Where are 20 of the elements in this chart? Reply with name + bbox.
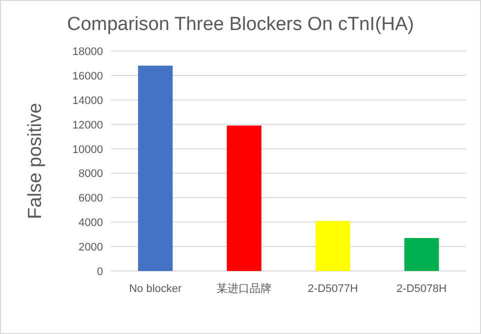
y-tick-label: 4000 bbox=[78, 217, 103, 230]
y-tick-label: 6000 bbox=[78, 192, 103, 205]
y-tick-label: 18000 bbox=[72, 46, 103, 58]
y-tick-label: 2000 bbox=[78, 242, 103, 254]
bar bbox=[316, 220, 350, 271]
bar bbox=[138, 66, 173, 271]
x-tick-label: No blocker bbox=[129, 283, 182, 295]
chart-title: Comparison Three Blockers On cTnI(HA) bbox=[66, 14, 414, 35]
bar bbox=[226, 126, 262, 271]
y-tick-label: 8000 bbox=[78, 168, 103, 180]
x-tick-label: 2-D5077H bbox=[308, 283, 358, 295]
x-tick-label: 2-D5078H bbox=[396, 283, 447, 295]
y-tick-label: 10000 bbox=[72, 144, 103, 156]
y-tick-label: 12000 bbox=[72, 119, 103, 132]
y-tick-label: 16000 bbox=[72, 70, 103, 82]
y-tick-label: 14000 bbox=[72, 94, 103, 107]
y-axis-title: False positive bbox=[25, 102, 46, 220]
bar bbox=[404, 238, 439, 271]
x-tick-label: 某进口品牌 bbox=[216, 282, 272, 295]
y-tick-label: 0 bbox=[96, 266, 103, 278]
